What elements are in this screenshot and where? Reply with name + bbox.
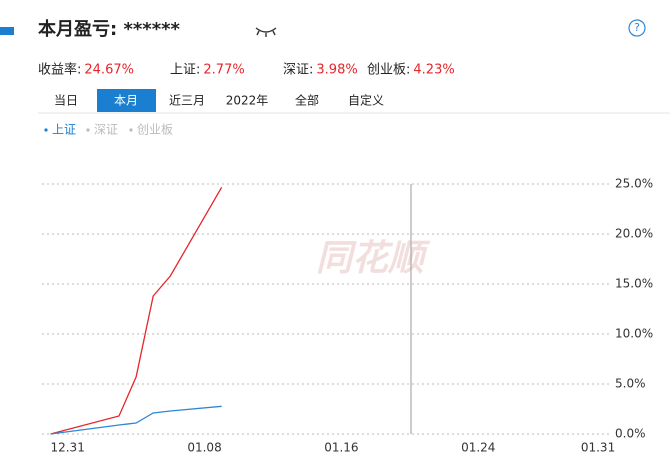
tab[interactable]: 当日 xyxy=(54,94,78,108)
legend-entry[interactable]: 创业板 xyxy=(137,123,173,137)
y-tick-label: 20.0% xyxy=(615,227,653,241)
chart: 0.0% 5.0% 10.0% 15.0% 20.0% 25.0% 12.31 01.08 01… xyxy=(42,177,653,455)
x-tick-label: 01.08 xyxy=(187,441,221,455)
stat-value: 3.98% xyxy=(316,63,357,78)
stat-value: 4.23% xyxy=(413,63,454,78)
y-tick-label: 5.0% xyxy=(615,377,646,391)
stat-label: 收益率: xyxy=(38,62,81,78)
y-tick-label: 10.0% xyxy=(615,327,653,341)
legend-entry[interactable]: 上证 xyxy=(52,123,76,137)
y-tick-label: 25.0% xyxy=(615,177,653,191)
watermark: 同花顺 xyxy=(316,238,431,279)
x-tick-label: 12.31 xyxy=(50,441,84,455)
tab[interactable]: 自定义 xyxy=(348,93,384,108)
y-tick-label: 0.0% xyxy=(615,427,646,441)
tab[interactable]: 本月 xyxy=(114,94,138,108)
stat-label: 创业板: xyxy=(367,63,410,78)
eye-icon[interactable] xyxy=(255,27,277,37)
series-line xyxy=(50,405,222,435)
stat-value: 2.77% xyxy=(203,63,244,78)
stat-label: 深证: xyxy=(283,63,313,78)
legend-dot[interactable] xyxy=(129,128,133,132)
legend-entry[interactable]: 深证 xyxy=(94,123,118,137)
stat-label: 上证: xyxy=(170,63,200,78)
x-tick-label: 01.24 xyxy=(461,441,495,455)
x-tick-label: 01.31 xyxy=(581,441,615,455)
tab[interactable]: 全部 xyxy=(295,93,319,108)
tabs: 当日 本月 近三月 2022年 全部 自定义 xyxy=(54,89,384,112)
stat-value: 24.67% xyxy=(84,63,134,78)
title: 本月盈亏: ****** xyxy=(38,18,181,40)
legend: 上证 深证 创业板 xyxy=(44,123,173,137)
tab[interactable]: 2022年 xyxy=(226,94,269,108)
x-tick-label: 01.16 xyxy=(324,441,358,455)
y-tick-label: 15.0% xyxy=(615,277,653,291)
series-line xyxy=(50,186,223,435)
help-icon[interactable] xyxy=(628,19,646,37)
section-marker xyxy=(0,27,14,35)
tab-active-bg[interactable] xyxy=(97,89,156,112)
help-text[interactable]: ? xyxy=(634,21,640,34)
tab[interactable]: 近三月 xyxy=(169,94,205,108)
stats: 收益率: 24.67% 上证: 2.77% 深证: 3.98% 创业板: 4.23% xyxy=(38,62,455,78)
legend-dot[interactable] xyxy=(44,128,48,132)
legend-dot[interactable] xyxy=(86,128,90,132)
